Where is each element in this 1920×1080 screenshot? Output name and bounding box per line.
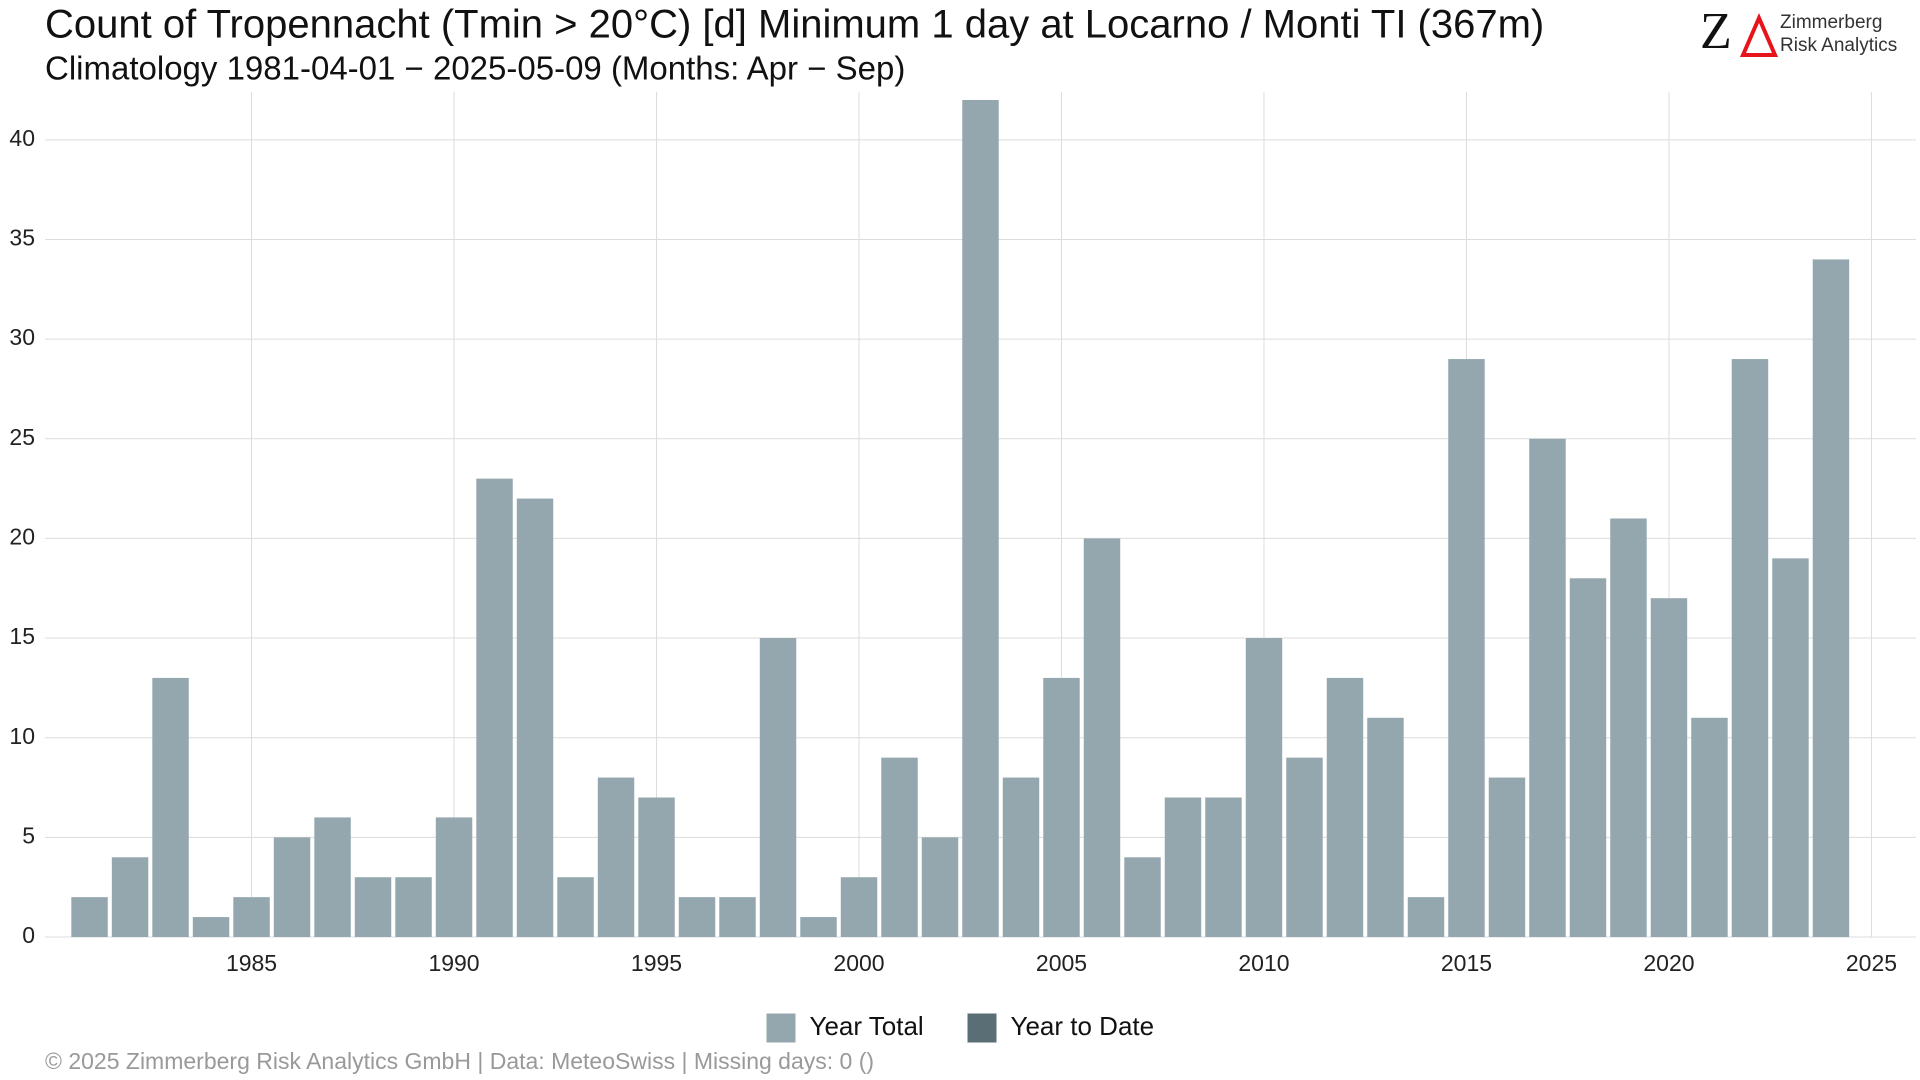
y-tick-label: 10 xyxy=(9,723,35,749)
y-tick-label: 15 xyxy=(9,623,35,649)
logo-text: Zimmerberg xyxy=(1780,12,1882,33)
bar xyxy=(759,638,797,937)
bar xyxy=(800,917,837,937)
bar xyxy=(1731,359,1769,937)
bar xyxy=(395,877,432,937)
bar xyxy=(1448,359,1485,937)
bar xyxy=(1083,538,1121,937)
logo-mark: Z xyxy=(1700,3,1732,60)
chart-title: Count of Tropennacht (Tmin > 20°C) [d] M… xyxy=(45,3,1544,47)
y-tick-label: 40 xyxy=(9,125,35,151)
bar xyxy=(1164,797,1202,937)
bar xyxy=(1043,677,1080,937)
legend-label: Year to Date xyxy=(1011,1011,1155,1041)
x-tick-label: 2000 xyxy=(833,950,884,976)
bar xyxy=(1650,598,1688,937)
y-tick-label: 0 xyxy=(22,922,35,948)
y-tick-label: 30 xyxy=(9,324,35,350)
bar xyxy=(840,877,878,937)
x-tick-label: 2020 xyxy=(1643,950,1694,976)
bar xyxy=(354,877,392,937)
x-tick-label: 2015 xyxy=(1441,950,1492,976)
bar xyxy=(1488,777,1526,937)
x-tick-label: 2025 xyxy=(1846,950,1897,976)
bar xyxy=(557,877,594,937)
bar xyxy=(1610,518,1647,937)
bar xyxy=(111,857,149,937)
logo: Z Zimmerberg Risk Analytics xyxy=(1700,3,1897,60)
bar xyxy=(1124,857,1161,937)
x-tick-label: 1990 xyxy=(428,950,479,976)
y-tick-label: 5 xyxy=(22,822,35,848)
bar xyxy=(1691,717,1728,937)
bar xyxy=(1286,757,1323,937)
x-tick-label: 1995 xyxy=(631,950,682,976)
y-tick-label: 35 xyxy=(9,225,35,251)
x-tick-label: 1985 xyxy=(226,950,277,976)
x-tick-label: 2005 xyxy=(1036,950,1087,976)
x-tick-label: 2010 xyxy=(1238,950,1289,976)
bar xyxy=(1367,717,1404,937)
bar xyxy=(435,817,473,937)
logo-triangle xyxy=(1739,12,1779,57)
bar xyxy=(1326,677,1364,937)
bar xyxy=(1002,777,1040,937)
bar xyxy=(597,777,635,937)
bar xyxy=(1569,578,1607,937)
bar xyxy=(1812,259,1850,938)
bar xyxy=(1245,638,1283,937)
chart-subtitle: Climatology 1981-04-01 − 2025-05-09 (Mon… xyxy=(45,50,905,87)
bar xyxy=(192,917,230,937)
bar xyxy=(314,817,351,937)
bar xyxy=(1529,438,1566,937)
y-tick-label: 25 xyxy=(9,424,35,450)
logo-text: Risk Analytics xyxy=(1780,35,1897,56)
bar xyxy=(71,897,108,937)
bar xyxy=(678,897,716,937)
footer: © 2025 Zimmerberg Risk Analytics GmbH | … xyxy=(45,1048,874,1074)
bar xyxy=(273,837,311,937)
bar xyxy=(152,677,189,937)
bar xyxy=(881,757,918,937)
bar xyxy=(1407,897,1445,937)
bar xyxy=(1205,797,1242,937)
legend-swatch xyxy=(766,1013,796,1043)
bar xyxy=(233,897,270,937)
bar xyxy=(476,478,513,937)
bar xyxy=(921,837,959,937)
bar xyxy=(1772,558,1809,937)
bar xyxy=(719,897,756,937)
bar xyxy=(962,99,999,938)
y-tick-label: 20 xyxy=(9,523,35,549)
bar xyxy=(516,498,554,937)
bar xyxy=(638,797,675,937)
legend-label: Year Total xyxy=(810,1011,924,1041)
legend-swatch xyxy=(967,1013,997,1043)
